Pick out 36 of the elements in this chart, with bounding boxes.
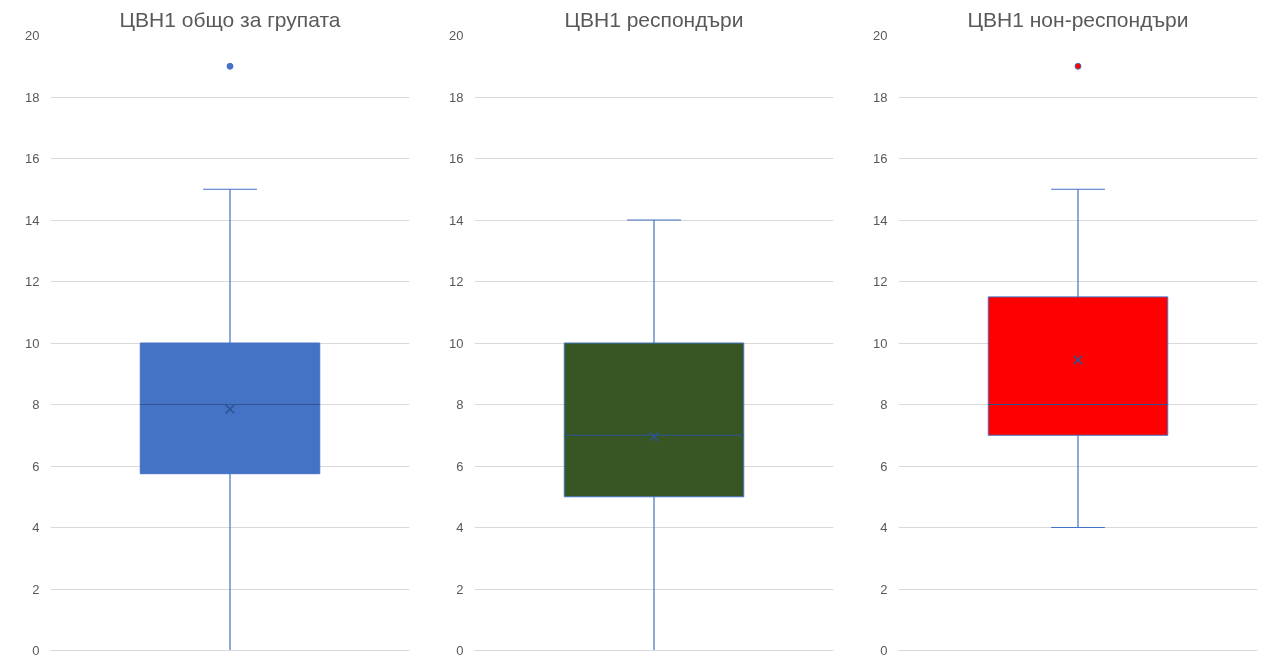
y-tick-label: 12	[25, 274, 40, 289]
y-tick-label: 6	[880, 458, 888, 474]
y-tick-label: 14	[449, 212, 464, 228]
y-tick-label: 10	[449, 335, 464, 351]
y-tick-label: 18	[449, 89, 464, 105]
y-tick-label: 0	[32, 643, 40, 658]
chart-title: ЦВН1 респондъри	[564, 7, 744, 31]
y-tick-label: 8	[880, 397, 888, 412]
y-tick-label: 0	[456, 643, 464, 658]
y-tick-label: 2	[880, 581, 888, 597]
y-tick-label: 12	[449, 274, 464, 289]
y-tick-label: 20	[873, 28, 888, 43]
y-tick-label: 12	[873, 274, 888, 289]
y-tick-label: 2	[32, 581, 40, 597]
y-tick-label: 16	[25, 151, 40, 166]
y-tick-label: 2	[456, 581, 464, 597]
y-tick-label: 6	[32, 458, 40, 474]
y-tick-label: 10	[25, 335, 40, 351]
y-tick-label: 10	[873, 335, 888, 351]
chart-title: ЦВН1 общо за групата	[119, 7, 341, 31]
y-tick-label: 0	[880, 643, 888, 658]
y-tick-label: 8	[32, 397, 40, 412]
chart-title: ЦВН1 нон-респондъри	[967, 7, 1189, 31]
y-tick-label: 14	[25, 212, 40, 228]
y-tick-label: 4	[32, 520, 40, 535]
y-tick-label: 20	[25, 28, 40, 43]
y-tick-label: 16	[449, 151, 464, 166]
y-tick-label: 8	[456, 397, 464, 412]
y-tick-label: 20	[449, 28, 464, 43]
y-tick-label: 6	[456, 458, 464, 474]
y-tick-label: 4	[880, 520, 888, 535]
y-tick-label: 16	[873, 151, 888, 166]
y-tick-label: 14	[873, 212, 888, 228]
y-tick-label: 4	[456, 520, 464, 535]
y-tick-label: 18	[25, 89, 40, 105]
y-tick-label: 18	[873, 89, 888, 105]
